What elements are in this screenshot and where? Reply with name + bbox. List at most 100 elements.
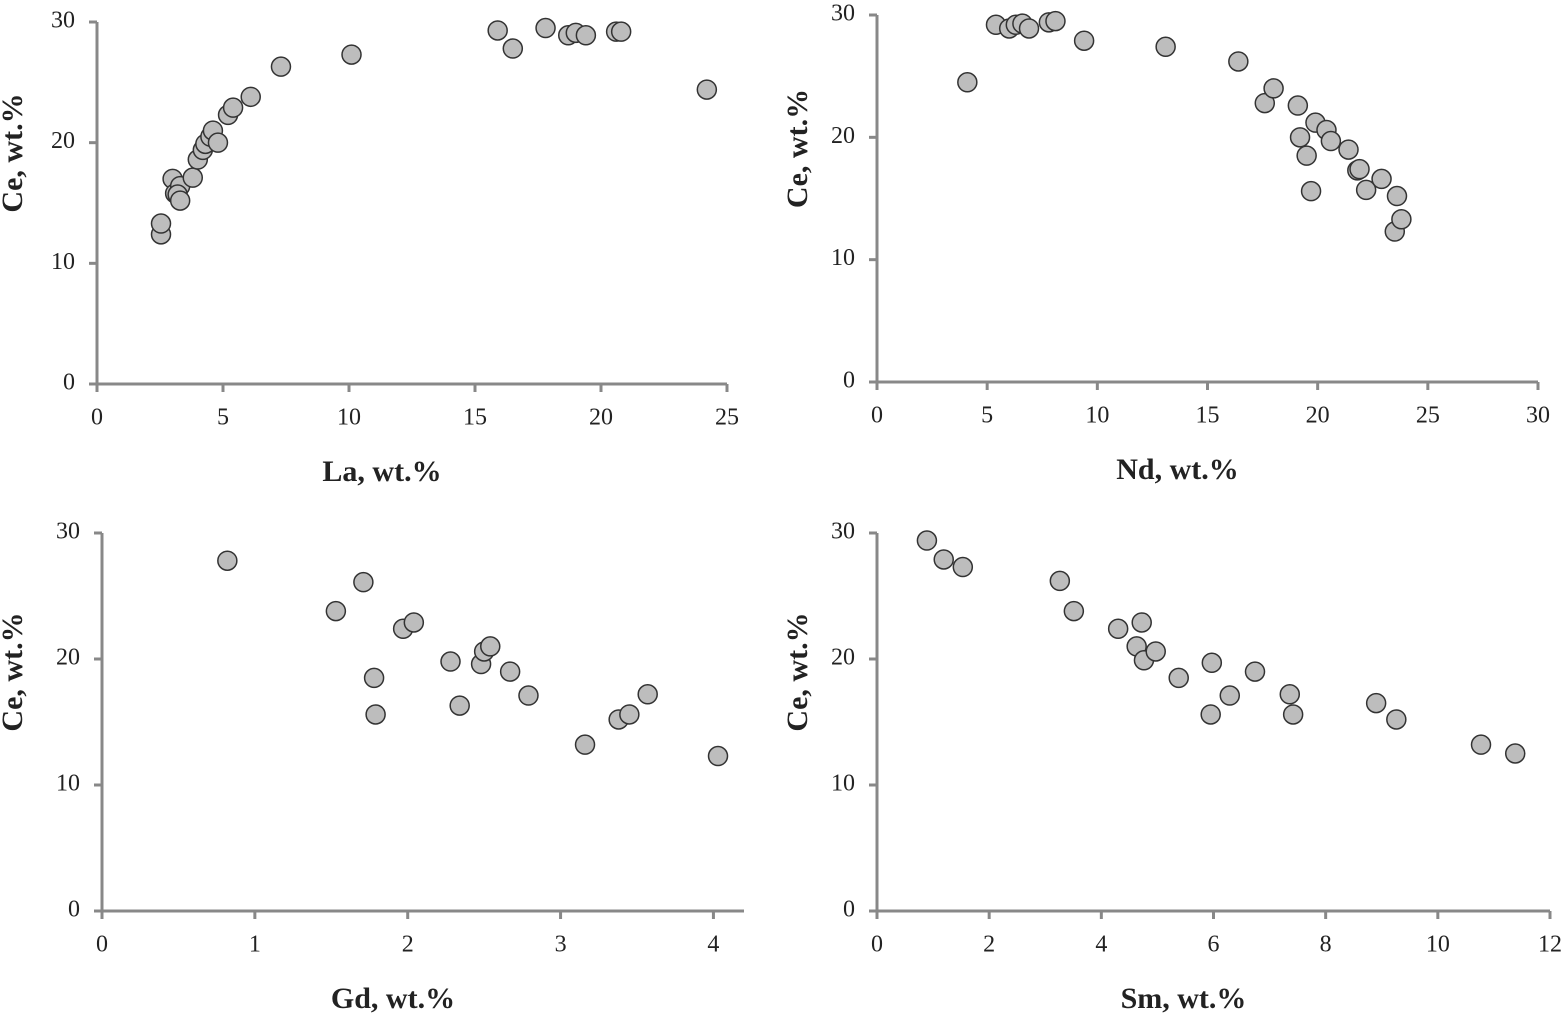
point <box>1338 139 1359 160</box>
point <box>365 704 386 725</box>
y-tick-label: 0 <box>843 368 855 394</box>
x-tick-label: 25 <box>1416 403 1440 429</box>
x-tick-label: 2 <box>983 932 995 958</box>
point <box>217 550 238 571</box>
point <box>1168 667 1189 689</box>
point <box>499 661 521 682</box>
point <box>1287 95 1309 116</box>
point <box>487 20 508 41</box>
y-tick-label: 30 <box>56 519 80 545</box>
y-axis-title: Ce, wt.% <box>0 612 29 731</box>
point <box>1107 618 1129 640</box>
y-axis-title: Ce, wt.% <box>781 89 814 208</box>
point <box>1391 209 1412 230</box>
y-axis-title: Ce, wt.% <box>0 93 29 212</box>
point <box>449 695 470 716</box>
point <box>1300 180 1322 202</box>
point <box>440 651 461 672</box>
x-tick-label: 0 <box>96 932 108 958</box>
x-tick-label: 3 <box>555 932 567 958</box>
x-tick-label: 10 <box>1085 403 1109 429</box>
point <box>1145 641 1166 662</box>
point <box>957 72 978 93</box>
point <box>1244 661 1266 682</box>
y-tick-label: 0 <box>63 370 75 396</box>
y-axis-title: Ce, wt.% <box>781 612 814 731</box>
point <box>637 684 658 705</box>
point <box>1386 709 1407 730</box>
point <box>707 745 729 767</box>
x-axis-title: Nd, wt.% <box>1116 453 1239 486</box>
y-tick-label: 30 <box>51 8 75 34</box>
point <box>535 17 556 39</box>
point <box>1470 734 1492 755</box>
point <box>341 44 362 65</box>
point <box>1045 10 1066 32</box>
point <box>222 97 244 118</box>
x-axis-title: Sm, wt.% <box>1121 982 1247 1013</box>
x-tick-label: 6 <box>1208 932 1220 958</box>
point <box>1289 127 1311 148</box>
y-tick-label: 10 <box>56 771 80 797</box>
point <box>1365 692 1387 714</box>
x-tick-label: 30 <box>1526 403 1550 429</box>
point <box>403 612 425 633</box>
x-tick-label: 25 <box>715 405 739 431</box>
point <box>1049 570 1071 592</box>
x-tick-label: 2 <box>402 932 414 958</box>
point <box>610 21 632 42</box>
point <box>169 190 191 211</box>
point <box>1263 78 1284 99</box>
y-tick-label: 10 <box>831 245 855 271</box>
point <box>1219 685 1241 706</box>
point <box>502 38 524 59</box>
x-tick-label: 15 <box>463 405 487 431</box>
point <box>574 734 596 755</box>
y-tick-label: 30 <box>831 1 855 27</box>
point <box>952 556 974 578</box>
point <box>916 530 938 551</box>
point <box>1296 145 1317 166</box>
x-tick-label: 0 <box>871 403 883 429</box>
y-tick-label: 20 <box>51 128 75 154</box>
point <box>1504 743 1526 764</box>
point <box>150 213 172 234</box>
point <box>1200 704 1221 725</box>
point <box>182 167 204 188</box>
x-tick-label: 10 <box>1426 932 1450 958</box>
point <box>1073 30 1095 51</box>
x-tick-label: 15 <box>1196 403 1220 429</box>
point <box>619 704 640 725</box>
x-tick-label: 12 <box>1538 932 1562 958</box>
point <box>1320 130 1342 152</box>
x-tick-label: 20 <box>1306 403 1330 429</box>
x-tick-label: 20 <box>589 405 613 431</box>
point <box>1371 168 1392 190</box>
point <box>1279 684 1301 705</box>
point <box>1018 18 1040 39</box>
point <box>518 685 539 706</box>
y-tick-label: 0 <box>68 897 80 923</box>
point <box>1228 51 1249 72</box>
x-tick-label: 5 <box>981 403 993 429</box>
point <box>1063 600 1085 622</box>
point <box>696 79 718 100</box>
point <box>1386 185 1408 207</box>
x-tick-label: 0 <box>871 932 883 958</box>
x-tick-label: 8 <box>1320 932 1332 958</box>
y-tick-label: 20 <box>831 123 855 149</box>
y-tick-label: 10 <box>51 249 75 275</box>
y-tick-label: 0 <box>843 897 855 923</box>
point <box>1349 158 1370 180</box>
y-tick-label: 30 <box>831 519 855 545</box>
point <box>240 86 261 108</box>
y-tick-label: 10 <box>831 771 855 797</box>
x-tick-label: 4 <box>707 932 719 958</box>
x-tick-label: 0 <box>91 405 103 431</box>
x-tick-label: 5 <box>217 405 229 431</box>
y-tick-label: 20 <box>831 645 855 671</box>
point <box>1282 704 1304 725</box>
point <box>1201 652 1223 674</box>
point <box>1355 179 1377 201</box>
